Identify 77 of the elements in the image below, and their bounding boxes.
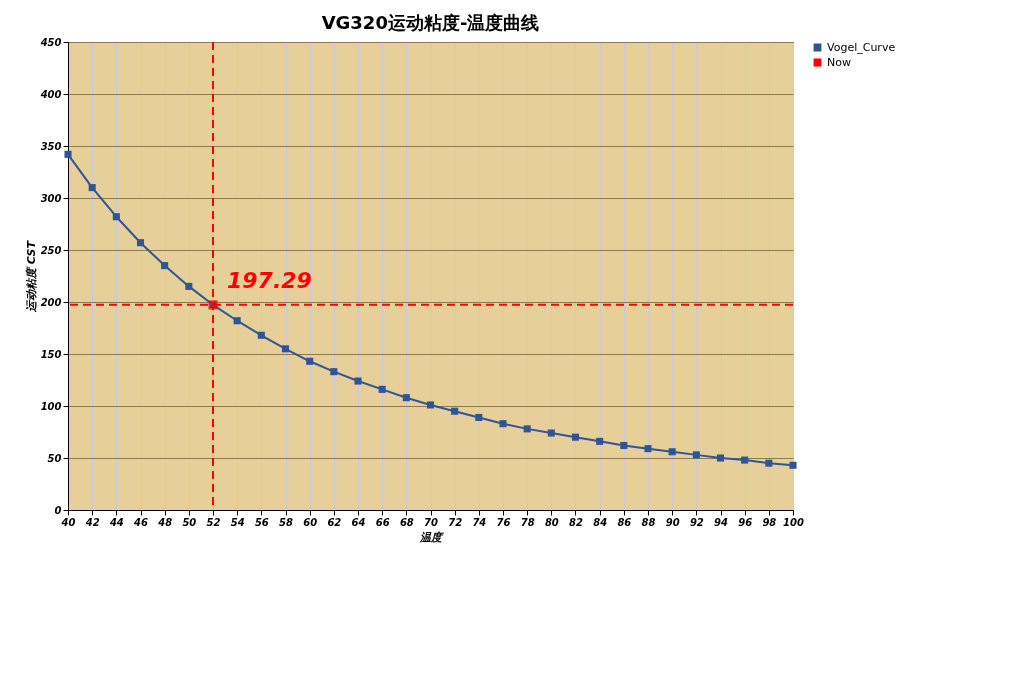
legend-label: Now — [827, 55, 851, 69]
point — [354, 377, 362, 385]
y-tick-label: 100 — [40, 400, 62, 412]
point — [475, 413, 483, 421]
point — [692, 451, 700, 459]
point — [185, 282, 193, 290]
x-tick-label: 42 — [84, 516, 100, 528]
x-tick-label: 40 — [60, 516, 76, 528]
x-tick-label: 82 — [569, 516, 583, 528]
x-tick-label: 50 — [182, 516, 197, 528]
y-tick-label: 250 — [40, 244, 62, 256]
y-tick-label: 150 — [40, 348, 62, 360]
x-tick-label: 56 — [254, 516, 269, 528]
x-tick-label: 78 — [520, 516, 535, 528]
x-axis-title: 温度 — [419, 530, 444, 544]
x-tick-label: 96 — [738, 516, 753, 528]
x-tick-label: 84 — [593, 516, 608, 528]
x-tick-label: 100 — [783, 516, 804, 528]
x-tick-label: 76 — [496, 516, 511, 528]
x-tick-label: 90 — [665, 516, 680, 528]
y-tick-label: 450 — [39, 36, 62, 48]
point — [499, 420, 507, 428]
x-tick-label: 74 — [472, 516, 487, 528]
point — [620, 441, 628, 450]
point — [402, 394, 410, 402]
x-tick-label: 58 — [279, 516, 293, 528]
x-tick-label: 52 — [206, 516, 221, 528]
point — [789, 461, 797, 469]
point — [136, 239, 145, 247]
y-tick-label: 200 — [40, 296, 62, 308]
y-tick-label: 50 — [47, 452, 62, 464]
x-tick-label: 92 — [689, 516, 704, 528]
y-tick-label: 300 — [40, 192, 62, 204]
x-tick-label: 86 — [617, 516, 632, 528]
x-tick-label: 94 — [714, 516, 728, 528]
x-tick-label: 44 — [108, 516, 124, 528]
x-tick-label: 62 — [327, 516, 342, 528]
point — [547, 429, 555, 437]
point — [451, 407, 459, 415]
x-tick-label: 66 — [375, 516, 390, 528]
chart-title: VG320运动粘度-温度曲线 — [321, 12, 540, 33]
x-tick-label: 46 — [133, 516, 148, 528]
point — [644, 445, 652, 453]
x-tick-label: 88 — [641, 516, 656, 528]
y-axis-title: 运动粘度 CST — [24, 239, 38, 313]
point — [596, 437, 604, 445]
point — [716, 454, 725, 462]
point — [88, 184, 96, 192]
x-tick-label: 98 — [762, 516, 777, 528]
point — [571, 433, 580, 441]
point — [64, 150, 72, 158]
x-tick-label: 64 — [351, 516, 366, 528]
point — [233, 317, 241, 325]
x-tick-label: 60 — [303, 516, 318, 528]
point — [161, 262, 169, 270]
legend-label: Vogel_Curve — [827, 40, 896, 54]
point — [378, 385, 386, 393]
data-label: 197.29 — [227, 267, 312, 293]
y-tick-label: 400 — [39, 88, 62, 100]
point — [765, 459, 773, 467]
point — [668, 448, 676, 456]
x-tick-label: 68 — [399, 516, 414, 528]
point — [257, 331, 265, 339]
x-tick-label: 80 — [544, 516, 559, 528]
point — [281, 345, 290, 353]
point — [306, 357, 314, 365]
y-tick-label: 0 — [54, 504, 62, 516]
x-tick-label: 54 — [230, 516, 245, 528]
point — [523, 425, 531, 433]
point — [741, 456, 749, 464]
x-tick-label: 70 — [424, 516, 438, 528]
point — [330, 368, 338, 376]
point — [426, 401, 435, 409]
point — [112, 213, 120, 221]
x-tick-label: 72 — [448, 516, 463, 528]
y-tick-label: 350 — [40, 140, 62, 152]
x-tick-label: 48 — [157, 516, 173, 528]
